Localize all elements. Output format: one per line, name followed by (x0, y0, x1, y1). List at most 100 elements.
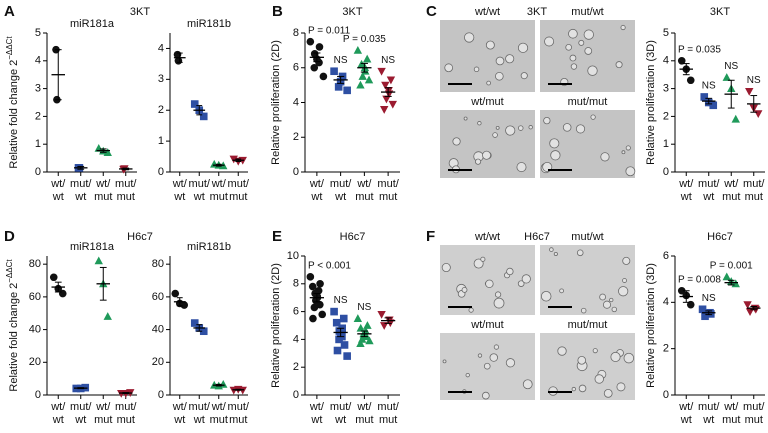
chart-title: miR181b (187, 241, 231, 253)
annotation: P = 0.035 (343, 34, 386, 45)
y-tick-label: 8 (293, 27, 299, 39)
cell (578, 384, 587, 393)
data-point (190, 319, 199, 327)
micrograph-label: wt/mut (470, 96, 503, 108)
cell (594, 374, 604, 384)
micrograph (440, 110, 535, 178)
cell (623, 352, 635, 364)
micrograph (540, 110, 636, 178)
cell (477, 353, 483, 358)
x-tick-label: mut/ (228, 401, 250, 413)
y-tick-label: 4 (663, 296, 669, 308)
error-bar (99, 266, 107, 301)
x-tick-label: wt (702, 191, 714, 203)
y-tick-label: 0 (158, 166, 164, 178)
y-tick-label: 4 (663, 55, 669, 67)
error-bar (196, 105, 203, 116)
x-tick-label: mut/ (228, 178, 250, 190)
panel-letter: D (4, 228, 15, 245)
data-point (315, 43, 324, 51)
annotation: NS (702, 293, 716, 304)
data-point (103, 312, 112, 320)
x-tick-label: wt (680, 414, 692, 426)
cell (549, 138, 560, 149)
cell (584, 47, 593, 55)
cell (522, 379, 533, 390)
cell (602, 300, 611, 309)
cell (517, 42, 529, 53)
y-tick-label: 2 (158, 104, 164, 116)
data-point (171, 289, 180, 298)
cell (570, 63, 578, 70)
cell (549, 247, 554, 252)
y-tick-label: 6 (663, 250, 669, 262)
cell (495, 56, 505, 66)
data-point (698, 305, 707, 314)
cell (569, 54, 577, 62)
data-point (358, 72, 367, 80)
cell (506, 267, 514, 276)
error-bar (682, 63, 690, 76)
y-tick-label: 80 (29, 258, 41, 270)
x-tick-label: mut (379, 191, 397, 203)
panel-title: 3KT (130, 6, 150, 18)
cell (464, 32, 475, 43)
data-point (310, 303, 319, 312)
y-axis-label: Relative proliferation (3D) (645, 263, 657, 388)
cell (578, 39, 585, 46)
error-bar (727, 279, 735, 286)
y-tick-label: 4 (293, 96, 299, 108)
cell (562, 123, 572, 132)
cell (474, 158, 482, 165)
x-tick-label: mut (117, 191, 135, 203)
data-point (754, 110, 763, 119)
x-tick-label: wt/ (678, 178, 694, 190)
micrograph-field (440, 20, 535, 92)
y-tick-label: 60 (152, 291, 164, 303)
x-tick-label: mut/ (330, 178, 352, 190)
cell (495, 125, 500, 130)
error-bar (750, 95, 758, 113)
micrograph (440, 333, 535, 400)
x-tick-label: mut (722, 191, 740, 203)
y-axis-label: Relative proliferation (2D) (270, 40, 282, 165)
cell (494, 291, 502, 298)
cell (615, 61, 623, 69)
cell (550, 150, 561, 161)
y-axis-label-text: Relative proliferation (3D) (645, 40, 657, 165)
cell (609, 297, 614, 303)
cell (610, 351, 621, 362)
x-tick-label: wt/ (95, 401, 111, 413)
y-tick-label: 0 (35, 166, 41, 178)
cell (483, 362, 491, 370)
y-tick-label: 2 (663, 343, 669, 355)
error-bar (99, 148, 107, 153)
error-bar (360, 330, 368, 338)
x-tick-label: wt/ (50, 401, 66, 413)
annotation: P = 0.001 (710, 260, 753, 271)
data-point (362, 54, 372, 63)
error-bar (235, 158, 242, 162)
x-tick-label: wt (74, 191, 86, 203)
x-tick-label: wt (52, 414, 64, 426)
data-point (309, 314, 317, 323)
x-tick-label: mut (745, 191, 763, 203)
chart-title: H6c7 (707, 231, 733, 243)
micrograph-field (540, 245, 635, 315)
data-point (388, 100, 397, 109)
panel-title: H6c7 (524, 231, 550, 243)
cell (625, 145, 631, 151)
cell (505, 54, 515, 64)
micrograph (540, 20, 635, 92)
data-point (238, 386, 247, 395)
micrograph-label: mut/mut (568, 96, 608, 108)
y-tick-label: 3 (158, 73, 164, 85)
micrograph (440, 20, 535, 92)
error-bar (176, 52, 183, 63)
x-tick-label: mut/ (377, 178, 399, 190)
data-point (229, 155, 238, 164)
x-tick-label: mut (229, 191, 247, 203)
data-point (364, 75, 374, 84)
annotation: P = 0.011 (308, 25, 351, 36)
